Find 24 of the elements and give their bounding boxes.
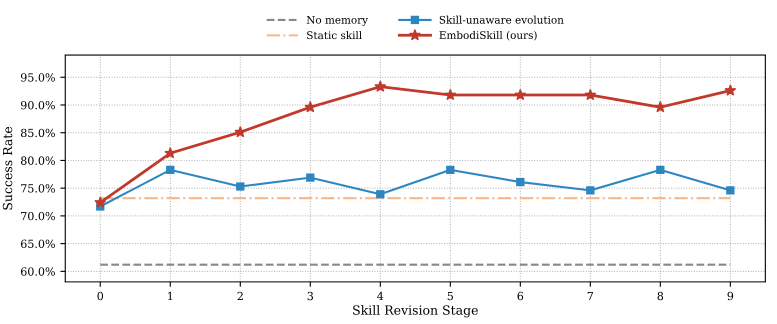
x-tick-label: 9 bbox=[728, 292, 734, 300]
x-tick-label: 1 bbox=[168, 292, 172, 300]
x-axis-title: Skill Revision Stage bbox=[353, 305, 478, 318]
x-tick-label: 0 bbox=[97, 292, 104, 300]
x-tick-label: 6 bbox=[518, 292, 524, 300]
y-tick-label: 95.0% bbox=[20, 73, 55, 82]
legend-label: Static skill bbox=[307, 31, 362, 40]
x-tick-label: 2 bbox=[238, 292, 243, 300]
x-tick-label: 5 bbox=[448, 292, 453, 300]
y-tick-label: 60.0% bbox=[20, 267, 55, 276]
legend-label: No memory bbox=[306, 16, 368, 26]
y-tick-label: 90.0% bbox=[20, 100, 55, 110]
x-tick-label: 8 bbox=[658, 292, 664, 300]
legend-label: Skill-unaware evolution bbox=[440, 16, 564, 24]
x-tick-label: 4 bbox=[377, 292, 384, 300]
x-tick-label: 7 bbox=[588, 292, 594, 300]
y-tick-label: 75.0% bbox=[21, 184, 55, 193]
y-axis-title: Success Rate bbox=[2, 126, 12, 210]
y-tick-label: 65.0% bbox=[20, 240, 55, 248]
x-tick-label: 3 bbox=[308, 292, 314, 300]
y-tick-label: 85.0% bbox=[20, 128, 55, 138]
y-tick-label: 70.0% bbox=[21, 212, 55, 220]
y-tick-label: 80.0% bbox=[20, 156, 55, 165]
legend-label: EmbodiSkill (ours) bbox=[439, 30, 537, 40]
